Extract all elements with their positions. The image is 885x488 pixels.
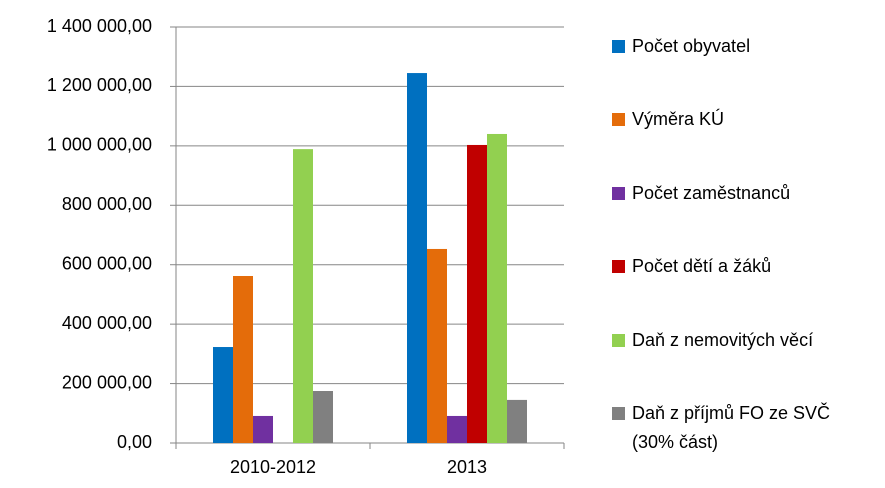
y-tick-label: 800 000,00 xyxy=(62,194,152,214)
bar xyxy=(233,276,253,443)
bar xyxy=(293,149,313,443)
legend-swatch xyxy=(612,260,625,274)
bar xyxy=(213,347,233,443)
legend-label: Daň z příjmů FO ze SVČ (30% část) xyxy=(632,403,831,452)
legend-label: Výměra KÚ xyxy=(632,109,725,130)
legend-swatch xyxy=(612,40,625,53)
y-tick-label: 400 000,00 xyxy=(62,313,152,333)
legend-label: Daň z nemovitých věcí xyxy=(632,329,814,350)
legend-item: Daň z nemovitých věcí xyxy=(612,329,882,355)
y-tick-label: 0,00 xyxy=(117,432,152,452)
y-tick-label: 1 200 000,00 xyxy=(47,75,152,95)
legend-item: Počet obyvatel xyxy=(612,35,882,61)
bar xyxy=(313,391,333,443)
legend-item: Počet zaměstnanců xyxy=(612,182,882,208)
legend-swatch xyxy=(612,113,625,127)
x-tick-label: 2010-2012 xyxy=(230,457,316,477)
y-tick-label: 1 000 000,00 xyxy=(47,135,152,155)
legend-label: Počet dětí a žáků xyxy=(632,256,772,277)
y-tick-label: 1 400 000,00 xyxy=(47,16,152,36)
legend-swatch xyxy=(612,186,625,200)
legend-label: Počet obyvatel xyxy=(632,36,751,56)
x-tick-label: 2013 xyxy=(447,457,487,477)
bar xyxy=(253,415,273,443)
bar xyxy=(447,415,467,443)
bar xyxy=(487,133,507,443)
legend-item: Daň z příjmů FO ze SVČ (30% část) xyxy=(612,402,882,457)
legend-swatch xyxy=(612,407,625,420)
legend-item: Výměra KÚ xyxy=(612,108,882,134)
legend-swatch xyxy=(612,333,625,347)
bar xyxy=(467,144,487,444)
legend-item: Počet dětí a žáků xyxy=(612,255,882,281)
y-tick-label: 200 000,00 xyxy=(62,372,152,392)
legend-label: Počet zaměstnanců xyxy=(632,182,791,203)
y-tick-label: 600 000,00 xyxy=(62,253,152,273)
bar xyxy=(407,73,427,444)
bar xyxy=(427,248,447,443)
bar xyxy=(507,399,527,443)
